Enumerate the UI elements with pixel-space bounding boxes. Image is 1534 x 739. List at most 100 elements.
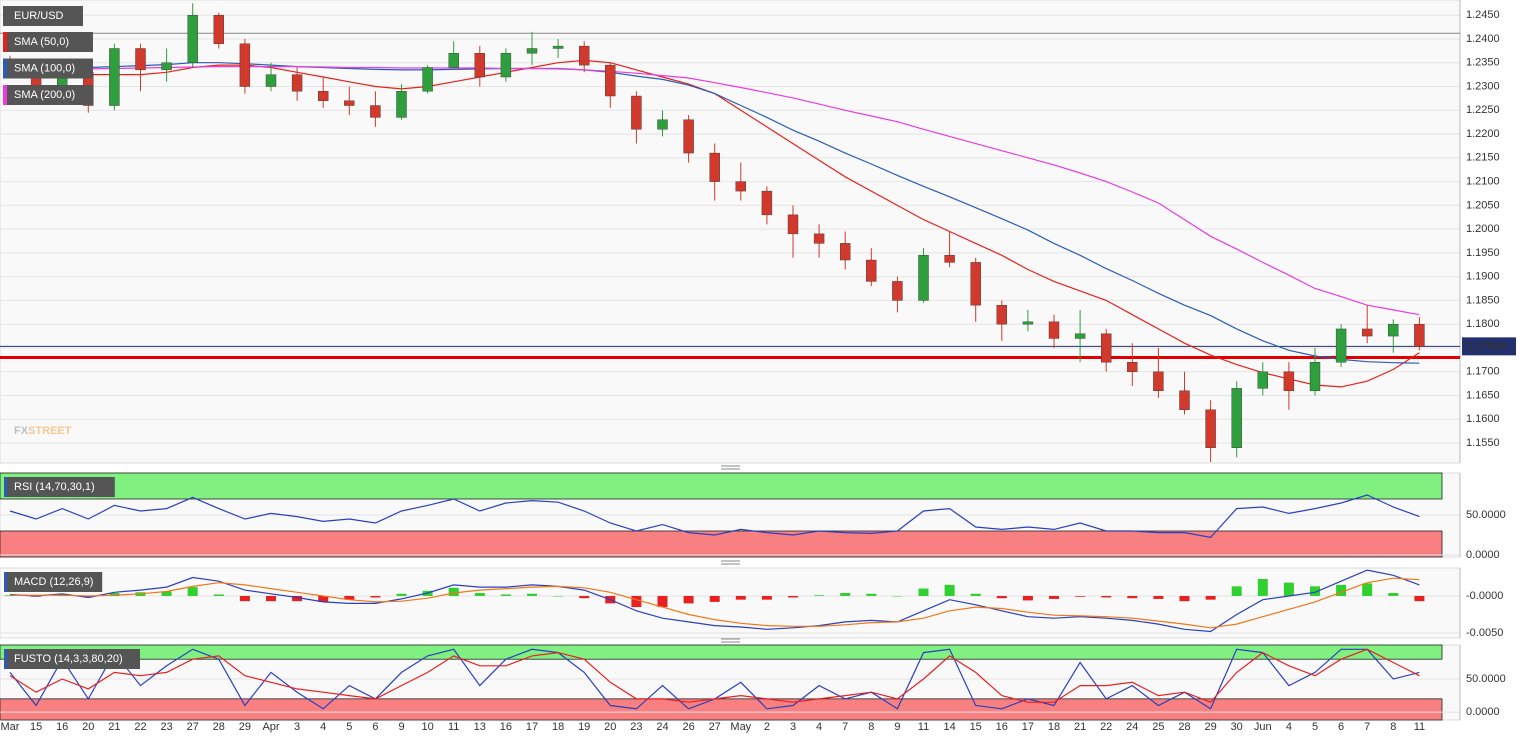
- histogram-bar: [735, 595, 746, 600]
- panel-title: RSI (14,70,30,1): [14, 481, 95, 493]
- histogram-bar: [396, 593, 407, 596]
- y-tick-label: 1.2050: [1466, 199, 1500, 211]
- candle-body: [787, 214, 799, 235]
- y-tick-label: 1.1550: [1466, 437, 1500, 449]
- chart-title: EUR/USD: [14, 10, 64, 22]
- histogram-bar: [1283, 582, 1294, 596]
- x-tick-label: 8: [1390, 721, 1396, 733]
- legend-label: SMA (50,0): [14, 36, 69, 48]
- candle-body: [631, 95, 642, 130]
- price-tag-label: 1.17534: [1466, 340, 1507, 352]
- candle-body: [1074, 333, 1086, 339]
- y-tick-label: 1.2250: [1466, 104, 1500, 116]
- x-tick-label: 23: [160, 721, 172, 733]
- x-tick-label: 16: [996, 721, 1008, 733]
- series-line: [10, 577, 1420, 629]
- histogram-bar: [866, 593, 877, 596]
- y-tick-label: 1.2100: [1466, 175, 1500, 187]
- candle-body: [474, 53, 485, 78]
- candle-body: [265, 74, 277, 87]
- histogram-bar: [1414, 595, 1425, 602]
- histogram-bar: [1310, 586, 1320, 596]
- candle-body: [109, 48, 120, 106]
- histogram-bar: [761, 595, 772, 600]
- y-tick-label: 1.2200: [1466, 128, 1500, 140]
- candle-body: [709, 152, 720, 182]
- y-tick-label: -0.0050: [1466, 627, 1503, 639]
- candle-body: [1283, 371, 1295, 391]
- histogram-bar: [1336, 584, 1347, 596]
- x-tick-label: 19: [578, 721, 590, 733]
- x-tick-label: 22: [1100, 721, 1112, 733]
- histogram-bar: [788, 595, 798, 598]
- candle-body: [187, 15, 198, 63]
- title-swatch: [4, 649, 7, 669]
- x-tick-label: 11: [1414, 721, 1425, 733]
- x-tick-label: 16: [500, 721, 512, 733]
- x-tick-label: 18: [552, 721, 564, 733]
- histogram-bar: [970, 593, 981, 596]
- histogram-bar: [344, 595, 355, 600]
- x-tick-label: 28: [213, 721, 225, 733]
- histogram-bar: [1179, 595, 1190, 602]
- histogram-bar: [918, 588, 929, 596]
- x-tick-label: 15: [970, 721, 982, 733]
- x-tick-label: Mar: [1, 721, 20, 733]
- candle-body: [840, 243, 851, 261]
- overbought-band: [0, 644, 1443, 660]
- y-tick-label: 1.1950: [1466, 247, 1500, 259]
- x-tick-label: 26: [682, 721, 694, 733]
- histogram-bar: [187, 587, 198, 596]
- x-tick-label: 24: [1126, 721, 1138, 733]
- candle-body: [918, 255, 929, 301]
- y-tick-label: -0.0000: [1466, 590, 1503, 602]
- y-tick-label: 1.2150: [1466, 152, 1500, 164]
- candle-body: [161, 62, 172, 71]
- candle-body: [970, 262, 981, 306]
- candle-body: [1414, 323, 1425, 347]
- x-tick-label: 11: [448, 721, 459, 733]
- candle-body: [1205, 409, 1216, 448]
- candle-body: [344, 100, 355, 106]
- candle-body: [735, 181, 746, 192]
- candle-body: [1127, 362, 1138, 372]
- histogram-bar: [944, 584, 955, 596]
- candle-body: [1361, 328, 1373, 337]
- histogram-bar: [814, 595, 825, 596]
- histogram-bar: [1127, 595, 1138, 599]
- candle-body: [318, 91, 329, 101]
- histogram-bar: [631, 595, 642, 608]
- x-tick-label: Jun: [1254, 721, 1272, 733]
- title-box: [3, 6, 83, 26]
- candle-body: [1179, 390, 1190, 410]
- candle-body: [1231, 388, 1242, 448]
- x-tick-label: 7: [842, 721, 848, 733]
- y-tick-label: 1.1650: [1466, 389, 1500, 401]
- y-tick-label: 1.2350: [1466, 57, 1500, 69]
- histogram-bar: [213, 594, 224, 596]
- legend-swatch: [3, 85, 7, 105]
- candle-body: [1048, 321, 1060, 339]
- x-tick-label: 30: [1231, 721, 1243, 733]
- candle-body: [213, 15, 225, 44]
- x-tick-label: Apr: [262, 721, 279, 733]
- x-tick-label: 6: [372, 721, 378, 733]
- x-tick-label: 3: [294, 721, 300, 733]
- x-tick-label: 11: [918, 721, 929, 733]
- candle-body: [396, 91, 407, 118]
- x-tick-label: 13: [474, 721, 486, 733]
- candle-body: [552, 45, 564, 49]
- candle-body: [683, 119, 694, 154]
- histogram-bar: [1388, 593, 1399, 596]
- candle-body: [500, 53, 512, 78]
- oversold-band: [0, 698, 1443, 721]
- histogram-bar: [318, 595, 329, 602]
- candle-body: [1257, 371, 1269, 389]
- x-tick-label: 6: [1338, 721, 1344, 733]
- title-swatch: [4, 572, 7, 592]
- candle-body: [239, 43, 251, 87]
- x-tick-label: 18: [1048, 721, 1060, 733]
- legend-swatch: [3, 58, 7, 79]
- x-tick-label: 10: [421, 721, 433, 733]
- candle-body: [1022, 321, 1034, 325]
